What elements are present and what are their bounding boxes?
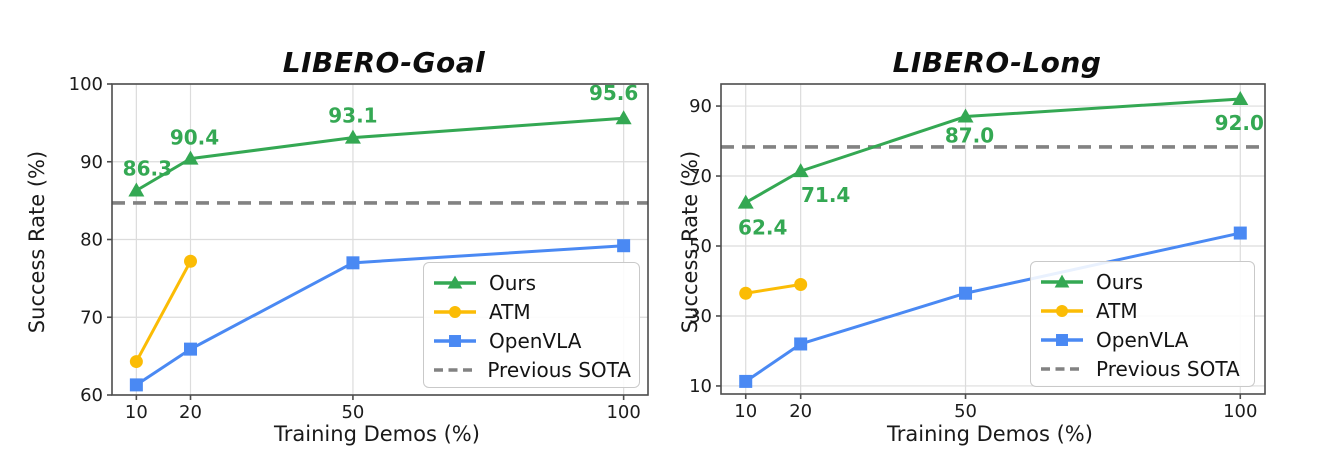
legend-item-openvla: OpenVLA: [432, 326, 631, 355]
value-label: 86.3: [123, 157, 172, 181]
legend-label: Ours: [1096, 269, 1144, 294]
legend-marker-previous-sota: [1041, 366, 1083, 371]
series-line: [744, 97, 1242, 205]
triangle-marker: [344, 129, 361, 144]
value-label: 71.4: [801, 183, 850, 207]
value-label: 93.1: [328, 104, 377, 128]
value-label: 92.0: [1215, 111, 1264, 135]
legend-marker-openvla: [434, 334, 476, 347]
triangle-marker: [957, 108, 974, 123]
legend-left: Ours ATM OpenVLA Previous SOTA: [423, 262, 640, 388]
square-marker: [346, 256, 360, 270]
chart-title-libero-goal: LIBERO-Goal: [282, 46, 486, 79]
x-tick-label: 100: [606, 402, 640, 423]
triangle-marker: [615, 110, 632, 125]
circle-marker: [794, 277, 808, 291]
legend-label: OpenVLA: [1096, 327, 1189, 352]
legend-item-ours: Ours: [432, 268, 631, 297]
square-marker: [129, 378, 143, 392]
legend-label: ATM: [1096, 298, 1138, 323]
series-atm: [739, 277, 808, 300]
legend-marker-atm: [1041, 304, 1083, 317]
square-marker: [739, 374, 753, 388]
triangle-marker: [737, 194, 754, 209]
square-marker: [184, 342, 198, 356]
plot-frame: [720, 83, 1266, 395]
legend-right: Ours ATM OpenVLA Previous SOTA: [1030, 261, 1255, 387]
x-tick-label: 50: [341, 402, 364, 423]
triangle-marker: [182, 150, 199, 165]
x-tick-label: 50: [954, 401, 977, 422]
value-label: 62.4: [738, 216, 787, 240]
circle-marker: [184, 254, 198, 268]
value-label: 87.0: [945, 124, 994, 148]
x-axis-label-right: Training Demos (%): [887, 422, 1093, 446]
series-line: [134, 116, 626, 193]
triangle-marker: [792, 163, 809, 178]
series-atm: [129, 254, 198, 369]
y-axis-label-left: Success Rate (%): [25, 150, 49, 334]
y-tick-label: 90: [689, 96, 712, 117]
legend-marker-ours: [434, 275, 476, 289]
legend-item-atm: ATM: [432, 297, 631, 326]
value-label: 90.4: [170, 126, 219, 150]
legend-item-previous-sota: Previous SOTA: [1039, 354, 1246, 383]
series-openvla: [129, 239, 631, 392]
legend-label: OpenVLA: [489, 328, 582, 353]
triangle-marker: [1054, 274, 1070, 288]
x-tick-label: 10: [734, 401, 757, 422]
x-tick-label: 20: [789, 401, 812, 422]
series-line: [744, 282, 803, 295]
square-marker: [794, 337, 808, 351]
x-tick-label: 20: [179, 402, 202, 423]
chart-libero-goal: 86.3 90.4 93.1 95.6 10 20 50 100 60 70 80 90 100: [69, 74, 649, 423]
legend-label: Previous SOTA: [1096, 356, 1240, 381]
series-ours: 62.4 71.4 87.0 92.0: [737, 91, 1264, 240]
square-marker: [1233, 226, 1247, 240]
y-axis-label-right: Success Rate (%): [678, 150, 702, 334]
legend-item-openvla: OpenVLA: [1039, 325, 1246, 354]
y-tick-label: 100: [69, 74, 103, 95]
y-tick-label: 90: [80, 152, 103, 173]
legend-item-previous-sota: Previous SOTA: [432, 355, 631, 384]
x-axis-label-left: Training Demos (%): [274, 422, 480, 446]
legend-label: ATM: [489, 299, 531, 324]
y-tick-label: 50: [689, 236, 712, 257]
x-tick-label: 10: [125, 402, 148, 423]
y-tick-label: 70: [80, 307, 103, 328]
circle-marker: [129, 355, 143, 369]
circle-marker: [449, 305, 461, 318]
series-line: [134, 244, 626, 387]
legend-marker-ours: [1041, 274, 1083, 288]
legend-marker-openvla: [1041, 333, 1083, 346]
legend-marker-previous-sota: [434, 367, 476, 372]
series-line: [134, 259, 193, 364]
y-tick-label: 30: [689, 306, 712, 327]
x-tick-label: 100: [1223, 401, 1257, 422]
triangle-marker: [128, 182, 145, 197]
legend-item-ours: Ours: [1039, 267, 1246, 296]
chart-title-libero-long: LIBERO-Long: [892, 46, 1102, 79]
circle-marker: [1056, 304, 1068, 317]
legend-marker-atm: [434, 305, 476, 318]
series-ours: 86.3 90.4 93.1 95.6: [123, 81, 638, 197]
square-marker: [1056, 333, 1068, 346]
triangle-marker: [447, 275, 463, 289]
circle-marker: [739, 286, 753, 300]
legend-item-atm: ATM: [1039, 296, 1246, 325]
square-marker: [617, 239, 631, 253]
legend-label: Previous SOTA: [487, 357, 631, 382]
y-tick-label: 10: [689, 376, 712, 397]
square-marker: [449, 334, 461, 347]
legend-label: Ours: [489, 270, 537, 295]
triangle-marker: [1232, 91, 1249, 106]
y-tick-label: 80: [80, 230, 103, 251]
y-tick-label: 60: [80, 385, 103, 406]
value-label: 95.6: [589, 81, 638, 105]
y-tick-label: 70: [689, 166, 712, 187]
square-marker: [959, 286, 973, 300]
